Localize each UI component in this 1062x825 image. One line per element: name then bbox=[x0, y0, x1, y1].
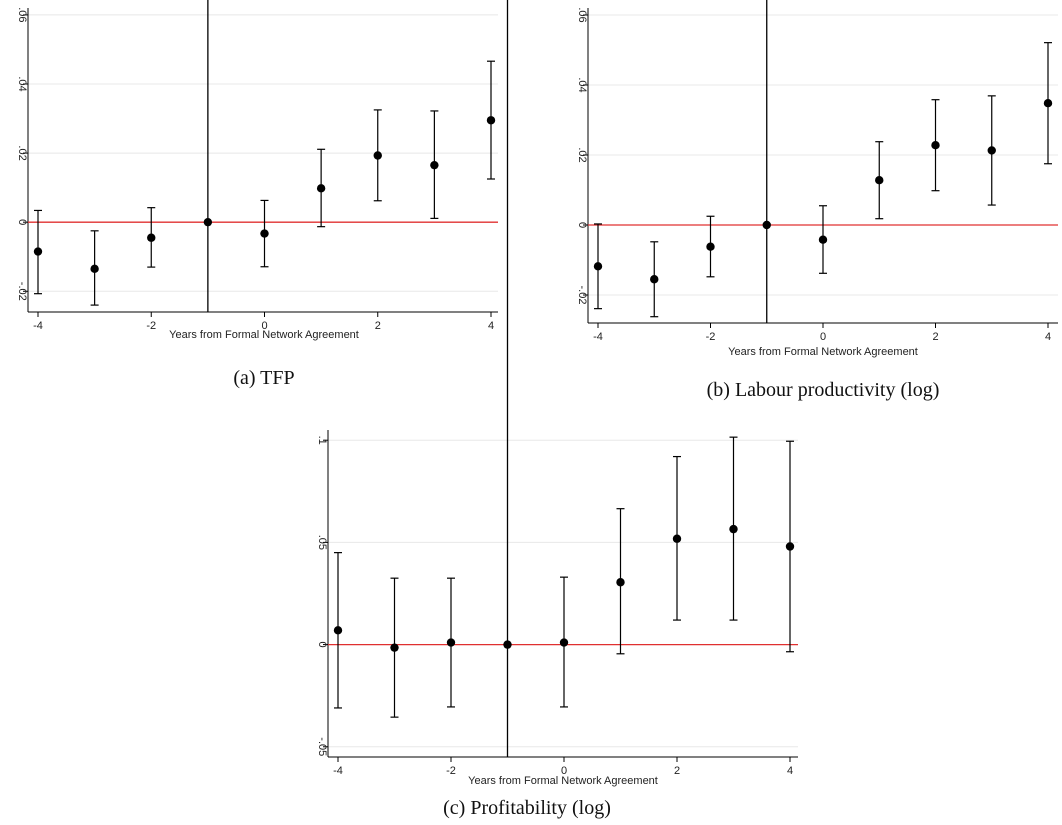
panel-a-tfp: -.02 0 .02 .04 .06 -4 -2 0 2 4 Years from Formal … bbox=[16, 0, 498, 389]
point-estimate bbox=[390, 643, 399, 652]
plot-area: -.05 0 .05 .1 -4 -2 0 2 4 bbox=[316, 0, 798, 777]
x-axis-title: Years from Formal Network Agreement bbox=[728, 346, 918, 358]
panel-caption: (a) TFP bbox=[233, 367, 294, 389]
x-axis-title: Years from Formal Network Agreement bbox=[169, 329, 359, 341]
point-estimate bbox=[875, 176, 884, 185]
point-estimate bbox=[785, 542, 795, 551]
point-estimate bbox=[818, 235, 828, 244]
point-estimate bbox=[203, 217, 213, 227]
point-estimate bbox=[672, 534, 682, 543]
point-estimate bbox=[931, 141, 940, 150]
y-tick-label: .05 bbox=[316, 535, 328, 550]
x-tick-label: 4 bbox=[1045, 331, 1051, 343]
x-tick-label: 0 bbox=[820, 331, 826, 343]
panel-caption: (b) Labour productivity (log) bbox=[707, 379, 940, 401]
y-tick-label: .06 bbox=[576, 7, 588, 22]
plot-area: -.02 0 .02 .04 .06 -4 -2 0 2 4 bbox=[16, 0, 498, 332]
x-tick-label: -2 bbox=[706, 331, 716, 343]
point-estimate bbox=[762, 220, 771, 230]
panel-caption: (c) Profitability (log) bbox=[443, 797, 611, 819]
x-axis-title: Years from Formal Network Agreement bbox=[468, 775, 658, 787]
point-estimate bbox=[706, 242, 715, 251]
x-tick-label: -4 bbox=[333, 765, 343, 777]
y-tick-label: .02 bbox=[16, 145, 28, 160]
y-tick-label: .04 bbox=[576, 77, 588, 92]
point-estimate bbox=[430, 160, 439, 170]
x-tick-label: -2 bbox=[146, 320, 156, 332]
point-estimate bbox=[446, 638, 456, 647]
point-estimate bbox=[333, 626, 343, 635]
point-estimate bbox=[987, 146, 996, 155]
x-tick-label: -4 bbox=[33, 320, 43, 332]
y-tick-label: .02 bbox=[576, 147, 588, 162]
y-tick-label: 0 bbox=[16, 219, 28, 225]
point-estimate bbox=[90, 264, 99, 274]
y-tick-label: 0 bbox=[576, 222, 588, 228]
point-estimate bbox=[593, 262, 603, 271]
y-tick-label: -.02 bbox=[576, 286, 588, 305]
y-tick-label: .1 bbox=[316, 436, 328, 445]
x-tick-label: 2 bbox=[375, 320, 381, 332]
point-estimate bbox=[147, 233, 156, 242]
point-estimate bbox=[33, 247, 43, 256]
y-tick-label: .04 bbox=[16, 76, 28, 91]
point-estimate bbox=[559, 638, 569, 647]
point-estimate bbox=[503, 640, 512, 649]
point-estimate bbox=[486, 116, 496, 125]
point-estimate bbox=[260, 229, 269, 238]
plot-area: -.02 0 .02 .04 .06 -4 -2 0 2 4 bbox=[576, 0, 1058, 343]
x-tick-label: 4 bbox=[787, 765, 793, 777]
y-tick-label: .06 bbox=[16, 7, 28, 22]
point-estimate bbox=[650, 275, 659, 284]
panel-c-profitability: -.05 0 .05 .1 -4 -2 0 2 4 Years from Formal Netw… bbox=[316, 0, 798, 819]
x-tick-label: 2 bbox=[674, 765, 680, 777]
x-tick-label: 2 bbox=[932, 331, 938, 343]
y-tick-label: 0 bbox=[316, 642, 328, 648]
point-estimate bbox=[1043, 99, 1053, 108]
point-estimate bbox=[373, 151, 382, 160]
y-tick-label: -.05 bbox=[316, 737, 328, 756]
point-estimate bbox=[316, 184, 326, 193]
x-tick-label: -2 bbox=[446, 765, 456, 777]
x-tick-label: 0 bbox=[561, 765, 567, 777]
point-estimate bbox=[729, 524, 738, 534]
point-estimate bbox=[616, 578, 625, 587]
panel-b-labour-productivity: -.02 0 .02 .04 .06 -4 -2 0 2 4 Years from Formal … bbox=[576, 0, 1058, 401]
x-tick-label: 4 bbox=[488, 320, 494, 332]
y-tick-label: -.02 bbox=[16, 282, 28, 301]
x-tick-label: -4 bbox=[593, 331, 603, 343]
x-tick-label: 0 bbox=[261, 320, 267, 332]
